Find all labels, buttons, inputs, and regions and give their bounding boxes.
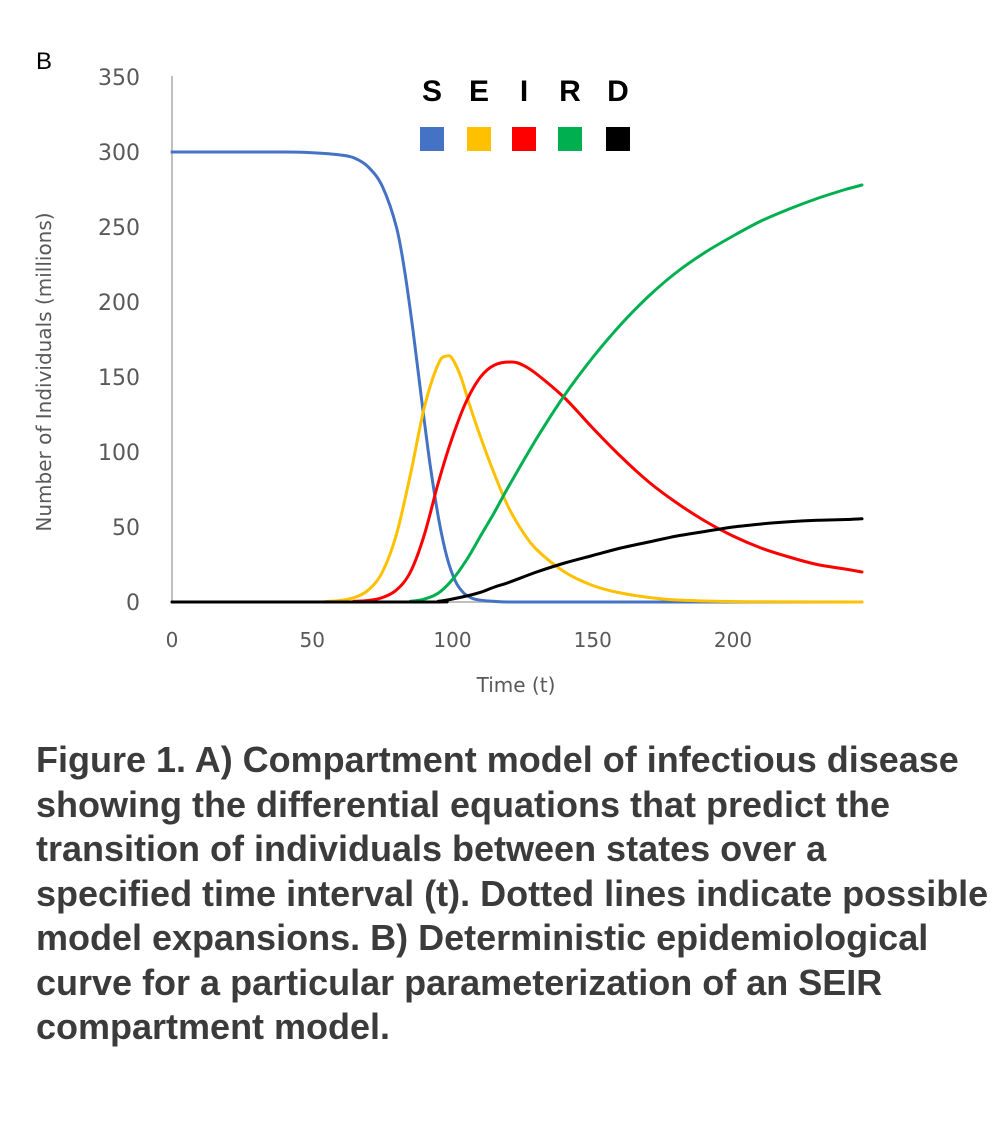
series-line-e [170, 354, 864, 604]
legend-label-d: D [607, 75, 629, 108]
legend-label-e: E [469, 75, 489, 108]
legend-swatch-s [420, 127, 444, 151]
y-tick-label: 0 [126, 591, 140, 616]
x-tick-labels: 0 50 100 150 200 [166, 628, 752, 652]
x-tick-label: 200 [714, 628, 752, 652]
y-tick-label: 300 [98, 141, 140, 166]
legend-label-r: R [559, 75, 581, 108]
y-tick-label: 100 [98, 441, 140, 466]
legend-swatch-e [467, 127, 491, 151]
x-tick-label: 150 [574, 628, 612, 652]
y-tick-label: 50 [112, 516, 140, 541]
y-tick-label: 250 [98, 216, 140, 241]
legend-swatch-i [512, 127, 536, 151]
legend-swatch-r [558, 127, 582, 151]
y-axis-title: Number of Individuals (millions) [32, 212, 56, 531]
legend-label-s: S [422, 75, 442, 108]
series-lines [170, 150, 864, 604]
x-axis-title: Time (t) [476, 673, 556, 697]
figure-caption: Figure 1. A) Compartment model of infect… [36, 739, 989, 1047]
series-line-i [170, 360, 864, 604]
y-tick-label: 200 [98, 291, 140, 316]
x-tick-label: 0 [166, 628, 179, 652]
x-tick-label: 100 [433, 628, 471, 652]
x-tick-label: 50 [300, 628, 325, 652]
series-line-s [170, 150, 864, 604]
panel-label: B [36, 48, 52, 75]
y-tick-label: 350 [98, 66, 140, 91]
series-line-d [170, 517, 864, 604]
legend-swatch-d [606, 127, 630, 151]
series-line-r [170, 183, 864, 604]
legend-label-i: I [520, 75, 528, 108]
y-tick-label: 150 [98, 366, 140, 391]
y-tick-labels: 0 50 100 150 200 250 300 350 [98, 66, 140, 616]
